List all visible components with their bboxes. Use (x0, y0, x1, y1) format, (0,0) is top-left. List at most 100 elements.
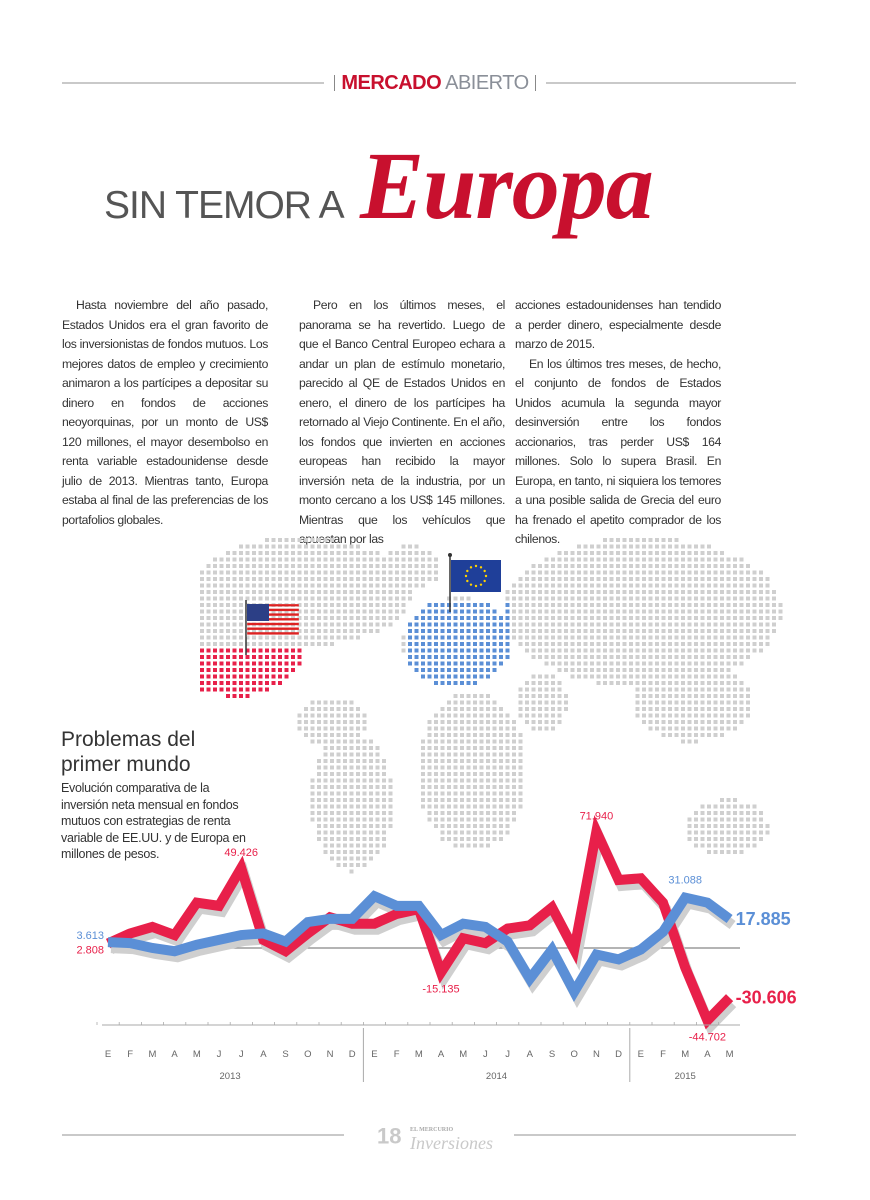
map-dot (278, 590, 282, 594)
map-dot (668, 713, 672, 718)
map-dot (395, 564, 399, 568)
map-dot (570, 551, 575, 555)
map-dot (453, 700, 458, 705)
map-dot (700, 681, 705, 685)
map-dot (317, 609, 321, 614)
map-dot (343, 622, 347, 627)
map-dot (356, 772, 360, 776)
map-dot (356, 707, 360, 711)
map-dot (304, 551, 308, 555)
map-dot (232, 635, 237, 640)
map-dot (349, 817, 354, 822)
map-dot (479, 817, 484, 822)
map-dot (616, 557, 620, 562)
map-dot (583, 609, 588, 614)
map-dot (564, 577, 568, 581)
x-tick-label: A (438, 1049, 445, 1060)
map-dot (609, 590, 614, 594)
map-dot (310, 596, 315, 601)
map-dot (616, 648, 620, 653)
map-dot (570, 674, 575, 679)
map-dot (687, 635, 692, 640)
map-dot (434, 720, 438, 724)
map-dot (681, 609, 685, 614)
map-dot (330, 726, 334, 731)
map-dot (642, 707, 646, 711)
map-dot (421, 616, 425, 620)
map-dot (512, 804, 516, 809)
map-dot (661, 707, 666, 711)
map-dot (297, 713, 302, 718)
map-dot (206, 687, 211, 692)
map-dot (707, 609, 711, 614)
map-dot (200, 687, 204, 692)
map-dot (492, 791, 497, 796)
map-dot (765, 824, 770, 828)
map-dot (486, 713, 490, 718)
map-dot (655, 551, 659, 555)
map-dot (668, 622, 672, 627)
map-dot (245, 577, 250, 581)
map-dot (206, 642, 211, 646)
map-dot (213, 583, 217, 588)
map-dot (466, 720, 471, 724)
map-dot (707, 648, 711, 653)
map-dot (375, 791, 380, 796)
map-dot (525, 577, 529, 581)
map-dot (232, 616, 237, 620)
map-dot (226, 616, 230, 620)
map-dot (603, 551, 607, 555)
map-dot (356, 843, 360, 848)
map-dot (726, 687, 731, 692)
map-dot (707, 557, 711, 562)
map-dot (473, 642, 477, 646)
map-dot (707, 544, 711, 549)
map-dot (726, 811, 731, 815)
map-dot (343, 596, 347, 601)
map-dot (421, 642, 425, 646)
map-dot (362, 778, 367, 783)
map-dot (265, 635, 269, 640)
map-dot (278, 596, 282, 601)
map-dot (479, 837, 484, 841)
map-dot (349, 824, 354, 828)
map-dot (733, 648, 737, 653)
map-dot (343, 707, 347, 711)
map-dot (239, 616, 243, 620)
map-dot (583, 635, 588, 640)
map-dot (382, 791, 386, 796)
map-dot (512, 622, 516, 627)
map-dot (232, 642, 237, 646)
map-dot (551, 570, 555, 575)
map-dot (473, 661, 477, 666)
map-dot (265, 570, 269, 575)
map-dot (278, 648, 282, 653)
map-dot (460, 596, 464, 601)
map-dot (746, 687, 750, 692)
map-dot (473, 791, 477, 796)
map-dot (596, 570, 601, 575)
publisher-name: EL MERCURIO (409, 1127, 454, 1133)
map-dot (317, 570, 321, 575)
map-dot (642, 642, 646, 646)
map-dot (661, 668, 666, 672)
map-dot (349, 726, 354, 731)
map-dot (564, 668, 568, 672)
map-dot (720, 570, 724, 575)
map-dot (726, 824, 731, 828)
map-dot (687, 557, 692, 562)
map-dot (694, 674, 698, 679)
map-dot (713, 674, 718, 679)
x-tick-label: N (593, 1049, 600, 1060)
map-dot (330, 583, 334, 588)
map-dot (551, 720, 555, 724)
map-dot (440, 629, 445, 633)
map-dot (668, 544, 672, 549)
map-dot (369, 583, 373, 588)
map-dot (265, 590, 269, 594)
map-dot (648, 609, 653, 614)
map-dot (570, 661, 575, 666)
map-dot (226, 694, 230, 698)
map-dot (746, 707, 750, 711)
map-dot (479, 713, 484, 718)
